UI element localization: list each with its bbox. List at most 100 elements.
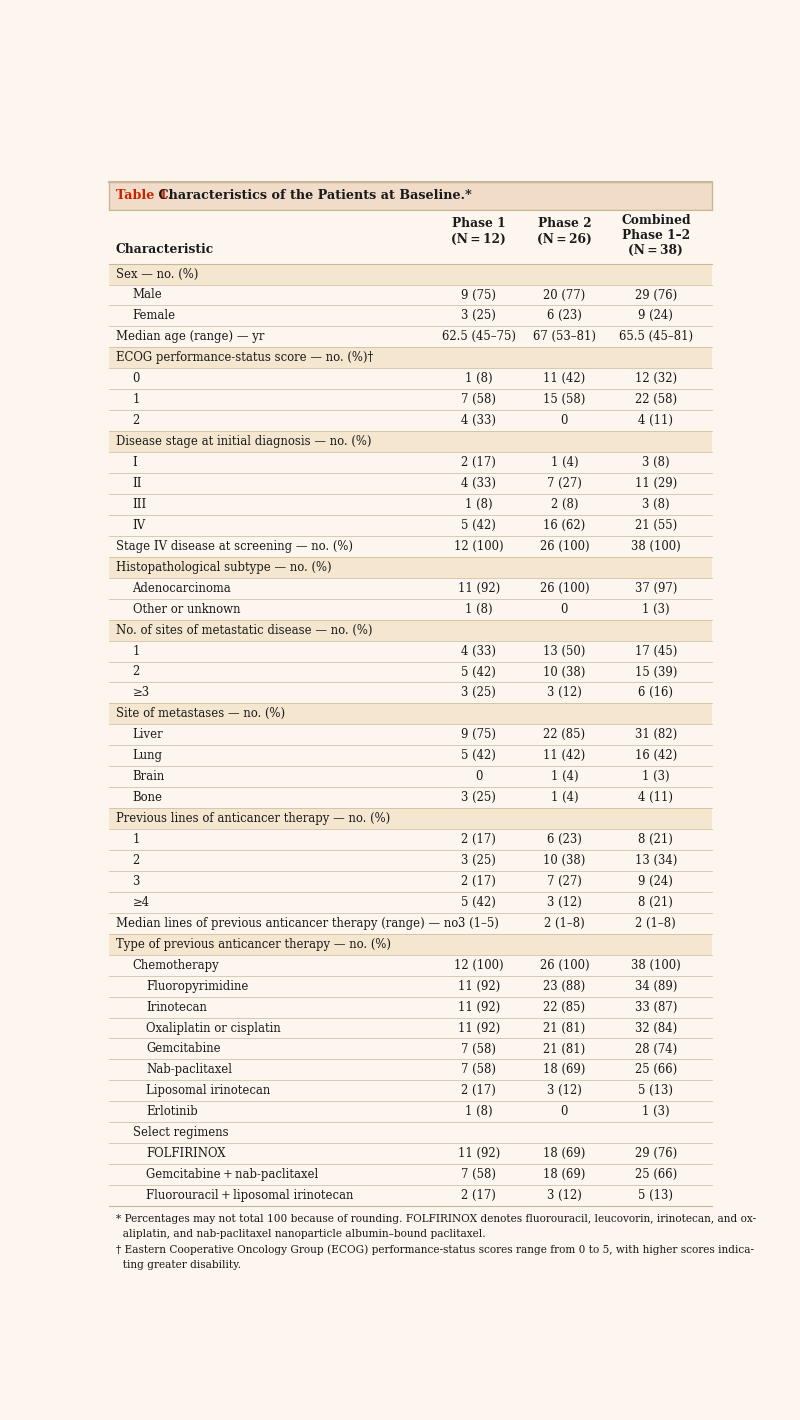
Bar <box>110 640 712 662</box>
Bar <box>110 829 712 851</box>
Bar <box>110 724 712 746</box>
Bar <box>110 808 712 829</box>
Bar <box>110 494 712 515</box>
Text: 0: 0 <box>133 372 140 385</box>
Text: 7 (27): 7 (27) <box>547 875 582 888</box>
Bar <box>110 934 712 954</box>
Bar <box>110 787 712 808</box>
Text: 1: 1 <box>133 834 140 846</box>
Bar <box>110 703 712 724</box>
Bar <box>110 182 712 210</box>
Text: ECOG performance-status score — no. (%)†: ECOG performance-status score — no. (%)† <box>115 351 373 365</box>
Text: Site of metastases — no. (%): Site of metastases — no. (%) <box>115 707 285 720</box>
Text: 2 (8): 2 (8) <box>550 498 578 511</box>
Text: 6 (23): 6 (23) <box>547 834 582 846</box>
Text: Liposomal irinotecan: Liposomal irinotecan <box>146 1085 270 1098</box>
Text: Male: Male <box>133 288 162 301</box>
Text: 1: 1 <box>133 645 140 657</box>
Text: 0: 0 <box>561 1105 568 1119</box>
Bar <box>110 997 712 1018</box>
Text: FOLFIRINOX: FOLFIRINOX <box>146 1147 226 1160</box>
Text: Characteristics of the Patients at Baseline.*: Characteristics of the Patients at Basel… <box>154 189 472 202</box>
Text: 3 (25): 3 (25) <box>462 310 496 322</box>
Text: 4 (33): 4 (33) <box>461 645 496 657</box>
Text: 5 (42): 5 (42) <box>462 750 496 763</box>
Text: 21 (81): 21 (81) <box>543 1042 586 1055</box>
Text: 3: 3 <box>133 875 140 888</box>
Text: 65.5 (45–81): 65.5 (45–81) <box>618 331 693 344</box>
Text: 4 (11): 4 (11) <box>638 415 674 427</box>
Text: 16 (42): 16 (42) <box>634 750 677 763</box>
Text: 11 (92): 11 (92) <box>458 582 500 595</box>
Text: 2 (17): 2 (17) <box>462 875 496 888</box>
Text: 1 (3): 1 (3) <box>642 1105 670 1119</box>
Text: 15 (58): 15 (58) <box>543 393 586 406</box>
Text: Stage IV disease at screening — no. (%): Stage IV disease at screening — no. (%) <box>115 540 353 552</box>
Text: 6 (16): 6 (16) <box>638 686 674 700</box>
Bar <box>110 432 712 452</box>
Text: Irinotecan: Irinotecan <box>146 1001 207 1014</box>
Text: 34 (89): 34 (89) <box>634 980 677 993</box>
Text: 8 (21): 8 (21) <box>638 834 674 846</box>
Text: Brain: Brain <box>133 770 165 784</box>
Text: 3 (8): 3 (8) <box>642 456 670 469</box>
Bar <box>110 851 712 870</box>
Text: 32 (84): 32 (84) <box>634 1021 677 1035</box>
Text: 3 (12): 3 (12) <box>547 896 582 909</box>
Text: Select regimens: Select regimens <box>133 1126 228 1139</box>
Text: 7 (58): 7 (58) <box>461 1042 496 1055</box>
Text: Characteristic: Characteristic <box>115 243 214 256</box>
Text: 9 (75): 9 (75) <box>461 288 496 301</box>
Text: 1: 1 <box>133 393 140 406</box>
Text: 5 (42): 5 (42) <box>462 518 496 532</box>
Text: 29 (76): 29 (76) <box>634 1147 677 1160</box>
Bar <box>110 348 712 368</box>
Text: 2 (17): 2 (17) <box>462 834 496 846</box>
Bar <box>110 535 712 557</box>
Text: 2: 2 <box>133 853 140 868</box>
Bar <box>110 662 712 683</box>
Text: 11 (92): 11 (92) <box>458 1147 500 1160</box>
Text: 8 (21): 8 (21) <box>638 896 674 909</box>
Text: 11 (42): 11 (42) <box>543 750 586 763</box>
Text: 26 (100): 26 (100) <box>539 540 589 552</box>
Text: 2 (1–8): 2 (1–8) <box>544 917 585 930</box>
Text: Combined: Combined <box>621 214 690 227</box>
Text: Other or unknown: Other or unknown <box>133 602 240 616</box>
Text: 2 (1–8): 2 (1–8) <box>635 917 676 930</box>
Text: 5 (42): 5 (42) <box>462 666 496 679</box>
Text: 17 (45): 17 (45) <box>634 645 677 657</box>
Bar <box>110 870 712 892</box>
Text: I: I <box>133 456 138 469</box>
Text: 7 (58): 7 (58) <box>461 393 496 406</box>
Text: 1 (4): 1 (4) <box>550 791 578 804</box>
Text: 10 (38): 10 (38) <box>543 853 586 868</box>
Text: II: II <box>133 477 142 490</box>
Bar <box>110 976 712 997</box>
Text: 12 (100): 12 (100) <box>454 959 503 971</box>
Text: 9 (24): 9 (24) <box>638 875 674 888</box>
Text: Median lines of previous anticancer therapy (range) — no.: Median lines of previous anticancer ther… <box>115 917 462 930</box>
Bar <box>110 327 712 348</box>
Text: 1 (8): 1 (8) <box>465 1105 493 1119</box>
Text: 11 (92): 11 (92) <box>458 980 500 993</box>
Text: 9 (24): 9 (24) <box>638 310 674 322</box>
Text: Phase 1: Phase 1 <box>452 217 506 230</box>
Text: 11 (92): 11 (92) <box>458 1001 500 1014</box>
Text: ≥4: ≥4 <box>133 896 150 909</box>
Text: 12 (32): 12 (32) <box>634 372 677 385</box>
Text: (N = 12): (N = 12) <box>451 233 506 246</box>
Text: 38 (100): 38 (100) <box>631 540 681 552</box>
Bar <box>110 1059 712 1081</box>
Text: 3 (25): 3 (25) <box>462 853 496 868</box>
Text: 25 (66): 25 (66) <box>634 1169 677 1181</box>
Text: Oxaliplatin or cisplatin: Oxaliplatin or cisplatin <box>146 1021 282 1035</box>
Text: 12 (100): 12 (100) <box>454 540 503 552</box>
Text: ≥3: ≥3 <box>133 686 150 700</box>
Text: Table 1.: Table 1. <box>115 189 172 202</box>
Text: 5 (13): 5 (13) <box>638 1085 674 1098</box>
Bar <box>110 473 712 494</box>
Text: Median age (range) — yr: Median age (range) — yr <box>115 331 264 344</box>
Text: 37 (97): 37 (97) <box>634 582 677 595</box>
Text: Previous lines of anticancer therapy — no. (%): Previous lines of anticancer therapy — n… <box>115 812 390 825</box>
